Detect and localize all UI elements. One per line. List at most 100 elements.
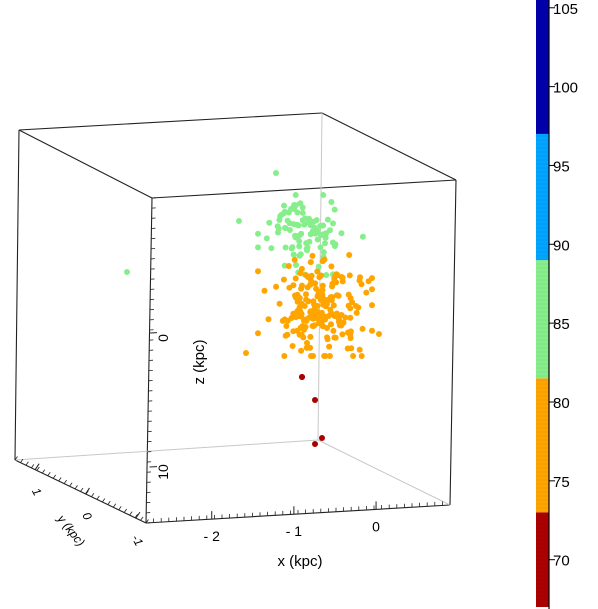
data-point xyxy=(314,268,321,275)
data-point xyxy=(331,334,338,341)
data-point xyxy=(331,313,338,319)
colorbar-tick-label: 95 xyxy=(553,158,570,175)
y-minor-tick xyxy=(112,503,117,508)
data-point xyxy=(303,317,310,324)
data-point xyxy=(289,244,296,251)
y-minor-tick xyxy=(69,482,73,487)
y-tick-label: 1 xyxy=(29,486,45,498)
series-1 xyxy=(243,252,382,359)
data-point xyxy=(303,291,309,298)
data-point xyxy=(281,202,287,209)
data-point xyxy=(325,313,332,319)
box-edge xyxy=(321,112,457,181)
data-point xyxy=(310,353,317,359)
y-tick-label: 0 xyxy=(79,510,95,523)
data-point xyxy=(321,353,328,359)
colorbar-tick-label: 105 xyxy=(553,1,578,18)
data-point xyxy=(315,263,322,270)
data-point xyxy=(300,334,307,341)
data-point xyxy=(369,286,375,293)
data-point xyxy=(342,314,349,321)
data-point xyxy=(297,270,304,277)
y-minor-tick xyxy=(31,464,35,469)
data-point xyxy=(329,283,336,290)
x-axis-label: x (kpc) xyxy=(278,553,323,570)
z-tick-label: 10 xyxy=(155,464,171,480)
data-point xyxy=(347,314,354,321)
data-point xyxy=(293,309,300,316)
data-point xyxy=(296,252,303,259)
box-edge xyxy=(151,179,457,199)
data-point xyxy=(236,218,242,224)
colorbar-band xyxy=(536,378,549,513)
data-point xyxy=(293,262,299,268)
data-point xyxy=(303,272,309,279)
y-minor-tick xyxy=(118,506,122,511)
data-point xyxy=(319,282,326,289)
data-point xyxy=(312,397,318,403)
data-point xyxy=(339,274,346,281)
data-point xyxy=(330,302,337,309)
data-point xyxy=(308,272,315,279)
data-point xyxy=(292,192,299,198)
data-point xyxy=(273,283,280,290)
y-minor-tick xyxy=(63,479,67,484)
data-point xyxy=(309,315,316,322)
box-edge xyxy=(18,129,153,199)
data-point xyxy=(328,321,334,328)
data-point xyxy=(338,230,345,237)
data-point xyxy=(333,271,340,278)
series-2 xyxy=(299,374,325,447)
y-minor-tick xyxy=(102,498,106,503)
data-point xyxy=(306,215,312,222)
data-point xyxy=(326,343,333,350)
data-point xyxy=(292,275,299,282)
data-point xyxy=(289,343,296,349)
data-point xyxy=(296,295,303,301)
data-point xyxy=(348,345,355,352)
data-point xyxy=(303,246,310,252)
data-point xyxy=(307,259,314,266)
data-point xyxy=(265,316,272,323)
data-point xyxy=(326,353,333,359)
y-minor-tick xyxy=(134,514,138,518)
data-point xyxy=(328,263,335,270)
data-point xyxy=(330,220,336,227)
data-point xyxy=(281,353,288,359)
data-point xyxy=(349,299,356,306)
data-point xyxy=(356,277,363,284)
data-point xyxy=(346,252,353,258)
data-point xyxy=(317,295,324,302)
data-point xyxy=(309,252,316,259)
data-point xyxy=(346,272,353,279)
y-minor-tick xyxy=(129,511,133,516)
data-point xyxy=(317,244,324,251)
data-point xyxy=(295,222,302,229)
data-point xyxy=(363,289,370,296)
data-point xyxy=(263,235,270,242)
data-point xyxy=(255,268,261,275)
data-point xyxy=(359,325,366,332)
data-point xyxy=(286,220,293,227)
y-minor-tick xyxy=(52,474,57,479)
data-point xyxy=(347,331,354,338)
data-point xyxy=(322,303,329,310)
data-point xyxy=(320,192,327,198)
data-point xyxy=(376,331,382,337)
box-edge xyxy=(317,439,451,506)
data-point xyxy=(323,272,330,278)
data-point xyxy=(324,336,331,343)
data-point xyxy=(283,323,290,329)
colorbar-band xyxy=(536,260,549,379)
data-point xyxy=(298,347,305,354)
x-tick-label: - 2 xyxy=(204,528,221,544)
y-major-tick xyxy=(135,511,141,519)
data-point xyxy=(299,374,305,380)
data-point xyxy=(350,353,357,359)
y-minor-tick xyxy=(74,485,78,490)
box-edge xyxy=(18,112,323,131)
data-point xyxy=(330,327,337,334)
data-point xyxy=(369,327,375,334)
